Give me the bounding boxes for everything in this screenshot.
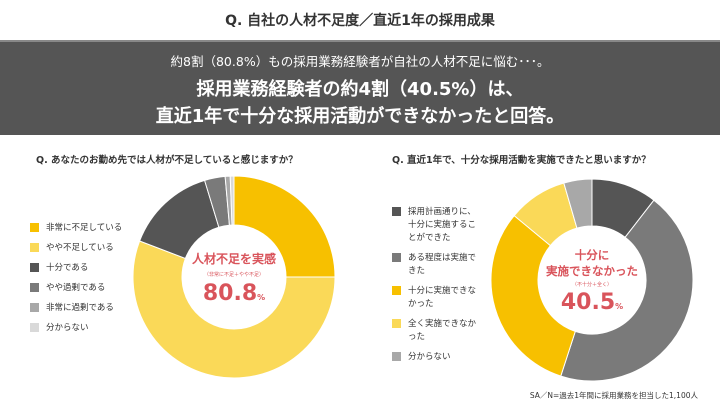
banner-line2: 採用業務経験者の約4割（40.5%）は、 (196, 79, 524, 100)
legend-item: ある程度は実施できた (392, 252, 484, 278)
summary-banner: 約8割（80.8%）もの採用業務経験者が自社の人材不足に悩む･･･。 採用業務経… (0, 40, 720, 135)
chart2-slice-1 (560, 199, 694, 382)
chart1-slice-5 (229, 175, 235, 226)
legend-swatch (392, 352, 401, 361)
chart1-center-value: 80.8 (202, 281, 258, 306)
legend-item: 全く実施できなかった (392, 318, 484, 344)
chart2-slice-4 (563, 178, 593, 229)
legend-label: 採用計画通りに、十分に実施することができた (408, 207, 477, 243)
chart2-legend: 採用計画通りに、十分に実施することができたある程度は実施できた 十分に実施できなか… (392, 206, 484, 371)
chart1-center-label: 人材不足を実感 (191, 252, 276, 266)
chart1-center: 人材不足を実感 （非常に不足＋やや不足） 80.8% (184, 250, 284, 306)
legend-swatch (392, 207, 401, 216)
chart1-center-unit: % (257, 293, 266, 302)
legend-label: 分からない (46, 323, 89, 333)
legend-label: やや過剰である (46, 283, 106, 293)
chart2-center-label1: 十分に (574, 248, 610, 262)
legend-label: 非常に過剰である (46, 303, 114, 313)
legend-label: 非常に不足している (46, 223, 123, 233)
legend-item: 分からない (30, 322, 140, 335)
legend-item: 分からない (392, 351, 484, 364)
banner-line1: 約8割（80.8%）もの採用業務経験者が自社の人材不足に悩む･･･。 (170, 54, 550, 69)
legend-item: 非常に過剰である (30, 302, 140, 315)
chart1-legend: 非常に不足している やや不足している 十分であるやや過剰である 非常に過剰である 分から… (30, 222, 140, 342)
legend-swatch (30, 243, 39, 252)
legend-swatch (30, 223, 39, 232)
legend-label: ある程度は実施できた (408, 253, 477, 276)
chart1-slice-1 (132, 240, 336, 379)
sample-note: SA／N=過去1年間に採用業務を担当した1,100人 (529, 391, 698, 400)
chart2-center-unit: % (615, 302, 624, 311)
legend-swatch (30, 303, 39, 312)
chart1-question: Q. あなたのお勤め先では人材が不足していると感じますか？ (36, 155, 298, 166)
legend-swatch (30, 283, 39, 292)
legend-swatch (30, 263, 39, 272)
legend-item: 非常に不足している (30, 222, 140, 235)
legend-item: 採用計画通りに、十分に実施することができた (392, 206, 484, 245)
legend-label: やや不足している (46, 243, 114, 253)
legend-item: やや過剰である (30, 282, 140, 295)
chart2-center-sub: （不十分＋全く） (571, 282, 612, 288)
legend-item: 十分に実施できなかった (392, 285, 484, 311)
legend-label: 分からない (408, 352, 451, 362)
legend-item: 十分である (30, 262, 140, 275)
legend-label: 全く実施できなかった (408, 319, 477, 342)
chart1-slice-0 (233, 175, 336, 278)
chart2-center-label2: 実施できなかった (546, 264, 638, 278)
legend-label: 十分である (46, 263, 89, 273)
legend-swatch (30, 323, 39, 332)
chart2-slice-2 (490, 214, 576, 377)
legend-item: やや不足している (30, 242, 140, 255)
legend-label: 十分に実施できなかった (408, 286, 477, 309)
page-title: Q. 自社の人材不足度／直近1年の採用成果 (225, 13, 495, 29)
chart2-center: 十分に 実施できなかった （不十分＋全く） 40.5% (537, 247, 647, 315)
legend-swatch (392, 286, 401, 295)
chart2-question: Q. 直近1年で、十分な採用活動を実施できたと思いますか？ (392, 155, 651, 166)
chart1-center-sub: （非常に不足＋やや不足） (203, 272, 264, 278)
legend-swatch (392, 253, 401, 262)
chart2-center-value: 40.5 (560, 290, 616, 315)
legend-swatch (392, 319, 401, 328)
banner-line3: 直近1年で十分な採用活動ができなかったと回答。 (155, 106, 565, 127)
